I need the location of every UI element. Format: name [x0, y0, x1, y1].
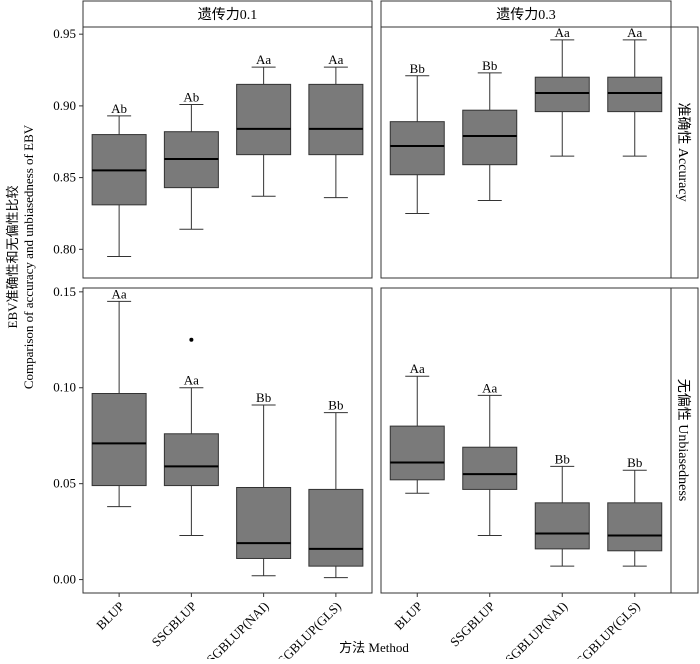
y-tick-label: 0.15	[53, 284, 76, 299]
box-iqr	[163, 433, 219, 487]
y-tick-label: 0.85	[53, 170, 76, 185]
row-strip-1-label: 准确性 Accuracy	[675, 102, 691, 201]
panel-accuracy-h0.1: Ab Ab Aa Aa	[82, 26, 373, 279]
box-mf-ssgblup-nai: Aa	[534, 25, 590, 157]
box-mf-ssgblup-nai: Bb	[534, 451, 590, 567]
row-strip-2-box	[670, 287, 699, 594]
box-blup: Aa	[91, 286, 147, 508]
box-iqr	[308, 83, 364, 156]
y-tick-label: 0.95	[53, 26, 76, 41]
significance-label: Aa	[112, 286, 127, 301]
significance-label: Aa	[555, 25, 570, 40]
x-axis-h0.3: BLUP SSGBLUPMF-SSGBLUP(NAI)MF-SSGBLUP(GLS…	[391, 593, 643, 664]
significance-label: Bb	[256, 390, 271, 405]
column-strip-1-label: 遗传力0.1	[198, 7, 258, 23]
significance-label: Ab	[111, 101, 127, 116]
row-strip-1: 准确性 Accuracy	[670, 26, 699, 279]
box-blup: Bb	[389, 61, 445, 214]
panel-unbiasedness-h0.1: Aa Aa Bb Bb	[82, 286, 373, 594]
y-tick-label: 0.80	[53, 241, 76, 256]
box-blup: Ab	[91, 101, 147, 257]
box-iqr	[607, 502, 663, 552]
y-tick-label: 0.05	[53, 476, 76, 491]
y-axis-title-en: Comparison of accuracy and unbiasedness …	[21, 124, 36, 389]
outlier-point	[189, 337, 194, 342]
x-axis-h0.1: BLUP SSGBLUPMF-SSGBLUP(NAI)MF-SSGBLUP(GLS…	[93, 593, 344, 664]
panel-accuracy-h0.3: Bb Bb Aa Aa	[380, 25, 672, 279]
box-iqr	[91, 393, 147, 487]
box-blup: Aa	[389, 361, 445, 494]
x-tick-label: SSGBLUP	[447, 599, 498, 650]
panel-unbiasedness-h0.3: Aa Aa Bb Bb	[380, 287, 672, 594]
y-axis-accuracy: 0.80 0.85 0.90 0.95	[53, 26, 83, 256]
significance-label: Aa	[328, 52, 343, 67]
significance-label: Aa	[482, 380, 497, 395]
y-tick-label: 0.90	[53, 98, 76, 113]
x-tick-label: SSGBLUP	[149, 599, 200, 650]
column-strip-1: 遗传力0.1	[82, 0, 373, 28]
box-mf-ssgblup-gls: Aa	[308, 52, 364, 199]
column-strip-1-box	[82, 0, 373, 28]
box-mf-ssgblup-nai: Bb	[236, 390, 292, 577]
box-iqr	[462, 446, 518, 490]
significance-label: Bb	[627, 455, 642, 470]
significance-label: Aa	[184, 373, 199, 388]
box-mf-ssgblup-gls: Bb	[308, 398, 364, 579]
significance-label: Bb	[410, 61, 425, 76]
box-ssgblup: Aa	[163, 337, 219, 536]
row-strip-2-label: 无偏性 Unbiasedness	[675, 379, 691, 502]
y-axis-title-cn: EBV准确性和无偏性比较	[5, 185, 20, 328]
x-tick-label: BLUP	[391, 599, 425, 633]
significance-label: Aa	[256, 52, 271, 67]
box-iqr	[534, 502, 590, 550]
significance-label: Bb	[555, 451, 570, 466]
box-iqr	[236, 486, 292, 559]
y-tick-label: 0.10	[53, 380, 76, 395]
y-axis-unbiasedness: 0.00 0.05 0.10 0.15	[53, 284, 83, 587]
significance-label: Ab	[183, 89, 199, 104]
box-ssgblup: Ab	[163, 89, 219, 230]
significance-label: Aa	[627, 25, 642, 40]
box-iqr	[462, 109, 518, 166]
row-strip-1-box	[670, 26, 699, 279]
box-ssgblup: Aa	[462, 380, 518, 536]
box-iqr	[607, 76, 663, 113]
box-iqr	[389, 121, 445, 176]
box-iqr	[389, 425, 445, 481]
x-axis-title: 方法 Method	[339, 640, 409, 655]
box-iqr	[534, 76, 590, 113]
significance-label: Bb	[482, 58, 497, 73]
box-iqr	[236, 83, 292, 156]
column-strip-2-box	[380, 0, 672, 28]
x-tick-label: BLUP	[93, 599, 127, 633]
box-ssgblup: Bb	[462, 58, 518, 202]
box-mf-ssgblup-gls: Bb	[607, 455, 663, 567]
box-mf-ssgblup-nai: Aa	[236, 52, 292, 197]
row-strip-2: 无偏性 Unbiasedness	[670, 287, 699, 594]
column-strip-2-label: 遗传力0.3	[496, 7, 556, 23]
significance-label: Aa	[410, 361, 425, 376]
box-iqr	[308, 488, 364, 567]
y-tick-label: 0.00	[53, 572, 76, 587]
significance-label: Bb	[328, 398, 343, 413]
column-strip-2: 遗传力0.3	[380, 0, 672, 28]
box-mf-ssgblup-gls: Aa	[607, 25, 663, 157]
